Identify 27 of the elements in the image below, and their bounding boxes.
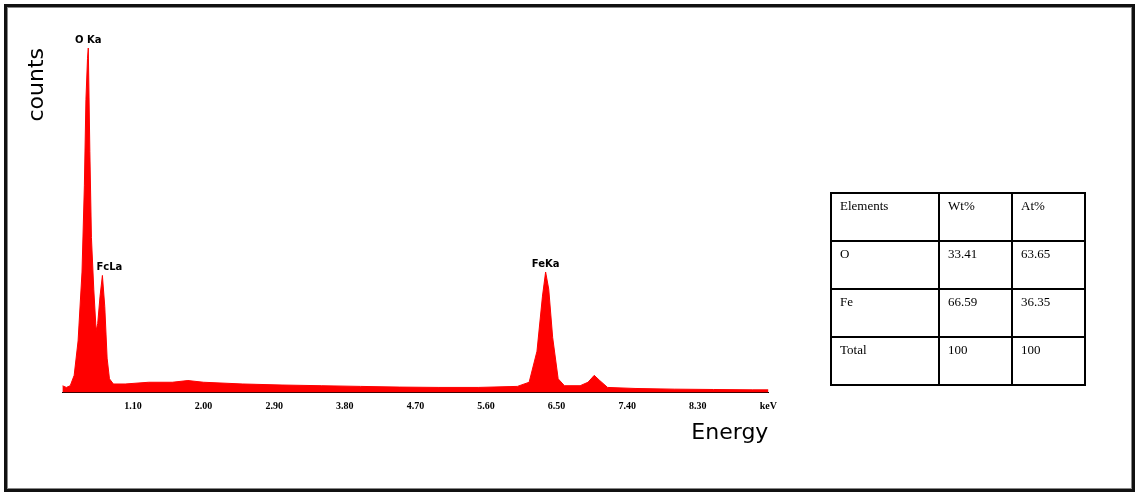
x-tick-label: 3.80: [336, 400, 354, 412]
text: 100: [939, 337, 1012, 385]
text: 63.65: [1012, 241, 1085, 289]
x-tick-label: 1.10: [124, 400, 142, 412]
x-tick-label: 5.60: [477, 400, 495, 412]
x-tick-label: 4.70: [406, 400, 425, 412]
text: Wt%: [939, 193, 1012, 241]
text: Total: [831, 337, 939, 385]
text: 33.41: [939, 241, 1012, 289]
text: At%: [1012, 193, 1085, 241]
text: Elements: [831, 193, 939, 241]
y-axis-title: counts: [22, 48, 48, 122]
text: 36.35: [1012, 289, 1085, 337]
text: 100: [1012, 337, 1085, 385]
x-tick-label: 6.50: [547, 400, 566, 412]
annotation: FeKa: [531, 257, 560, 269]
x-tick-label: 7.40: [618, 400, 636, 412]
text: 66.59: [939, 289, 1012, 337]
x-tick-label: 8.30: [689, 400, 707, 412]
annotation: O Ka: [75, 33, 102, 45]
x-tick-label: keV: [759, 400, 778, 412]
x-axis-title: Energy: [691, 418, 769, 444]
x-tick-label: 2.00: [194, 400, 213, 412]
text: O: [831, 241, 939, 289]
annotation: FcLa: [96, 261, 123, 273]
text: Fe: [831, 289, 939, 337]
x-tick-label: 2.90: [265, 400, 283, 412]
